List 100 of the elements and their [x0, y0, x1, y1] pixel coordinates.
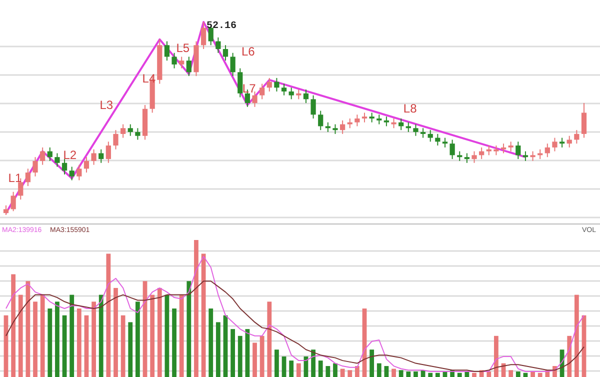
candlestick	[310, 94, 316, 119]
bar	[428, 372, 433, 377]
candlestick	[516, 141, 521, 160]
bar	[136, 302, 140, 377]
bar	[252, 342, 257, 377]
bar	[92, 302, 96, 377]
bar	[567, 336, 572, 377]
candlestick	[91, 148, 96, 166]
candlestick	[200, 22, 206, 50]
bar	[384, 366, 389, 377]
bar	[11, 274, 16, 377]
bar	[464, 372, 470, 377]
bar	[414, 372, 418, 377]
bar	[435, 372, 440, 377]
bar	[260, 336, 264, 377]
candlestick	[406, 122, 411, 133]
bar	[172, 308, 176, 377]
candlestick	[457, 150, 462, 162]
candlestick	[494, 145, 499, 156]
candlestick	[113, 130, 118, 150]
candlestick	[274, 77, 280, 92]
candlestick	[340, 120, 346, 134]
candlestick	[581, 102, 587, 138]
candlestick	[486, 145, 492, 156]
candlestick	[62, 158, 68, 175]
candlestick	[106, 141, 111, 164]
candlestick	[552, 137, 558, 152]
candlestick	[391, 118, 396, 129]
candlestick	[500, 143, 506, 154]
annotation: L3	[100, 98, 114, 112]
bar	[457, 372, 462, 377]
candlestick	[222, 44, 228, 62]
bar	[40, 294, 45, 377]
bar	[245, 329, 250, 377]
candlestick	[98, 148, 104, 164]
candlestick	[47, 146, 52, 162]
candlestick	[40, 146, 46, 166]
candlestick	[303, 89, 309, 104]
bar	[370, 350, 374, 377]
annotation: L8	[403, 102, 418, 116]
candlestick	[238, 68, 243, 98]
annotation: L7	[242, 81, 256, 96]
bar	[216, 322, 220, 377]
candlestick	[69, 166, 74, 181]
candlestick	[508, 141, 514, 152]
candlestick	[120, 124, 126, 138]
bar	[508, 370, 514, 377]
candlestick	[566, 135, 572, 148]
bar	[18, 294, 23, 377]
annotation: 52.16	[206, 21, 237, 32]
bar	[318, 360, 323, 377]
candlestick	[252, 90, 258, 108]
candlestick	[288, 87, 294, 100]
bar	[530, 372, 535, 377]
bar	[230, 329, 236, 377]
candlestick	[472, 150, 477, 164]
bar	[62, 315, 67, 377]
bar	[289, 360, 294, 377]
candlestick	[376, 114, 382, 125]
candlestick	[296, 89, 302, 100]
bar	[348, 370, 352, 377]
bar	[223, 315, 228, 377]
bar	[208, 308, 214, 377]
bar	[494, 336, 498, 377]
candlestick	[450, 139, 455, 160]
candlestick	[538, 148, 543, 160]
annotation: L2	[63, 148, 77, 162]
bar	[157, 288, 162, 377]
bar	[267, 302, 272, 377]
candlestick	[530, 150, 536, 162]
bar	[274, 350, 279, 377]
candlestick	[354, 114, 360, 127]
candlestick	[325, 122, 330, 133]
candlestick	[266, 77, 272, 92]
candlestick	[76, 164, 82, 181]
candlestick	[362, 112, 368, 123]
annotation: L5	[176, 41, 190, 56]
candlestick	[216, 36, 221, 54]
bar	[76, 308, 82, 377]
bar	[486, 372, 492, 377]
bar	[84, 315, 89, 377]
bar	[106, 254, 111, 377]
bar	[128, 322, 133, 377]
candlestick	[464, 152, 470, 164]
bar	[70, 294, 74, 377]
candlestick	[384, 116, 390, 127]
candlestick	[332, 124, 338, 134]
candlestick	[413, 124, 418, 136]
bar	[516, 372, 520, 377]
bar	[376, 363, 382, 377]
bar	[186, 281, 192, 377]
bar	[33, 302, 38, 377]
bar	[120, 315, 126, 377]
candlestick	[186, 56, 192, 77]
bar	[238, 336, 242, 377]
candlestick	[32, 156, 38, 177]
bar	[333, 363, 338, 377]
candlestick	[369, 112, 374, 123]
annotation: L6	[241, 44, 256, 58]
bar	[282, 356, 286, 377]
